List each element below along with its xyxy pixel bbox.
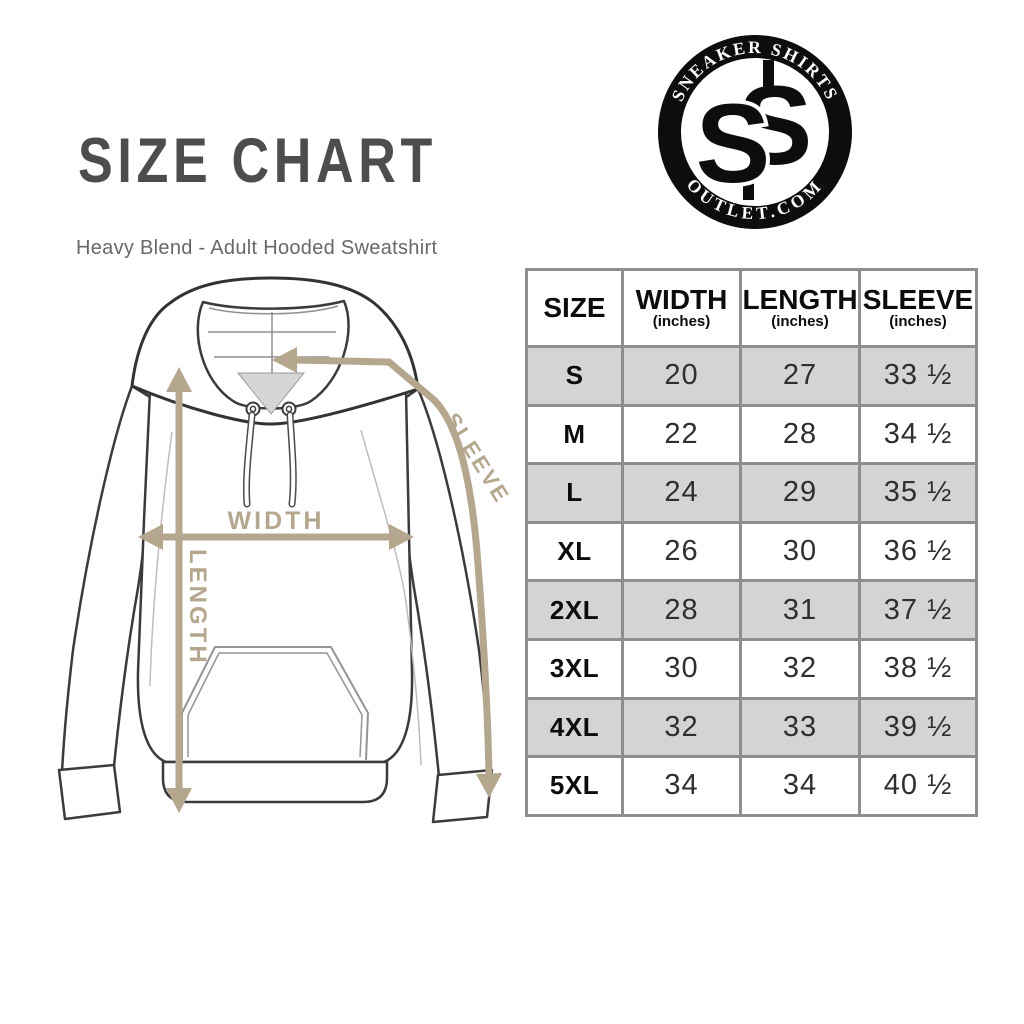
size-table-body: S 20 27 33 ½ M 22 28 34 ½ L 24 29 35 ½ XL 26 30 36 ½ 2XL… — [525, 345, 978, 817]
value-cell: 30 — [739, 520, 861, 583]
monogram-bottom-stub — [743, 170, 754, 200]
neck-triangle — [236, 372, 306, 415]
value-cell: 31 — [739, 579, 861, 641]
monogram-top-stub — [763, 60, 774, 90]
size-cell: 4XL — [525, 696, 624, 759]
value-cell: 37 ½ — [858, 579, 978, 641]
logo-badge: SNEAKER SHIRTS OUTLET.COM S S — [658, 35, 852, 229]
value-cell: 26 — [621, 520, 742, 583]
size-cell: S — [525, 345, 624, 407]
hood-interior-seams — [208, 305, 339, 373]
table-row: 2XL 28 31 37 ½ — [525, 579, 978, 641]
value-cell: 35 ½ — [858, 462, 978, 524]
size-cell: M — [525, 403, 624, 466]
monogram-s-right: S — [738, 63, 813, 188]
value-cell: 40 ½ — [858, 755, 978, 817]
table-row: 4XL 32 33 39 ½ — [525, 696, 978, 759]
value-cell: 29 — [739, 462, 861, 524]
width-measure-label: WIDTH — [228, 507, 325, 535]
page-title: SIZE CHART — [78, 125, 437, 196]
hood-opening — [196, 299, 350, 410]
value-cell: 33 ½ — [858, 345, 978, 407]
sleeve-arrow — [272, 347, 502, 798]
value-cell: 33 — [739, 696, 861, 759]
table-row: S 20 27 33 ½ — [525, 345, 978, 407]
value-cell: 30 — [621, 637, 742, 700]
size-table-header: SIZE WIDTH (inches) LENGTH (inches) SLEE… — [525, 268, 978, 348]
length-arrow — [166, 367, 192, 813]
value-cell: 34 ½ — [858, 403, 978, 466]
value-cell: 32 — [739, 637, 861, 700]
header-cell-width: WIDTH (inches) — [621, 268, 742, 348]
value-cell: 27 — [739, 345, 861, 407]
width-arrow — [138, 524, 414, 550]
cuffs — [57, 763, 494, 824]
left-cuff — [57, 763, 122, 821]
header-cell-length: LENGTH (inches) — [739, 268, 861, 348]
size-cell: 5XL — [525, 755, 624, 817]
length-measure-label: LENGTH — [184, 549, 211, 666]
value-cell: 38 ½ — [858, 637, 978, 700]
header-cell-sleeve: SLEEVE (inches) — [858, 268, 978, 348]
hood — [130, 276, 420, 508]
header-cell-size: SIZE — [525, 268, 624, 348]
size-cell: XL — [525, 520, 624, 583]
value-cell: 28 — [621, 579, 742, 641]
value-cell: 20 — [621, 345, 742, 407]
right-cuff — [431, 768, 494, 824]
sleeve-measure-label: SLEEVE — [440, 408, 515, 508]
logo-ss-monogram: S S — [692, 60, 813, 210]
value-cell: 28 — [739, 403, 861, 466]
value-cell: 34 — [621, 755, 742, 817]
table-row: 3XL 30 32 38 ½ — [525, 637, 978, 700]
table-row: 5XL 34 34 40 ½ — [525, 755, 978, 817]
brand-logo: SNEAKER SHIRTS OUTLET.COM S S — [658, 35, 852, 229]
size-cell: L — [525, 462, 624, 524]
logo-inner-circle — [681, 58, 829, 206]
value-cell: 39 ½ — [858, 696, 978, 759]
value-cell: 24 — [621, 462, 742, 524]
value-cell: 32 — [621, 696, 742, 759]
page-subtitle: Heavy Blend - Adult Hooded Sweatshirt — [76, 237, 438, 259]
header-row: SIZE WIDTH (inches) LENGTH (inches) SLEE… — [525, 268, 978, 348]
value-cell: 34 — [739, 755, 861, 817]
table-row: L 24 29 35 ½ — [525, 462, 978, 524]
hoodie-diagram: WIDTH LENGTH SLEEVE — [57, 276, 515, 824]
table-row: M 22 28 34 ½ — [525, 403, 978, 466]
body-crease-lines — [149, 429, 422, 766]
drawstrings — [242, 411, 297, 508]
size-cell: 2XL — [525, 579, 624, 641]
table-row: XL 26 30 36 ½ — [525, 520, 978, 583]
waistband — [161, 760, 389, 804]
size-cell: 3XL — [525, 637, 624, 700]
value-cell: 22 — [621, 403, 742, 466]
size-table: SIZE WIDTH (inches) LENGTH (inches) SLEE… — [525, 268, 978, 817]
monogram-s-left: S — [696, 81, 771, 206]
value-cell: 36 ½ — [858, 520, 978, 583]
